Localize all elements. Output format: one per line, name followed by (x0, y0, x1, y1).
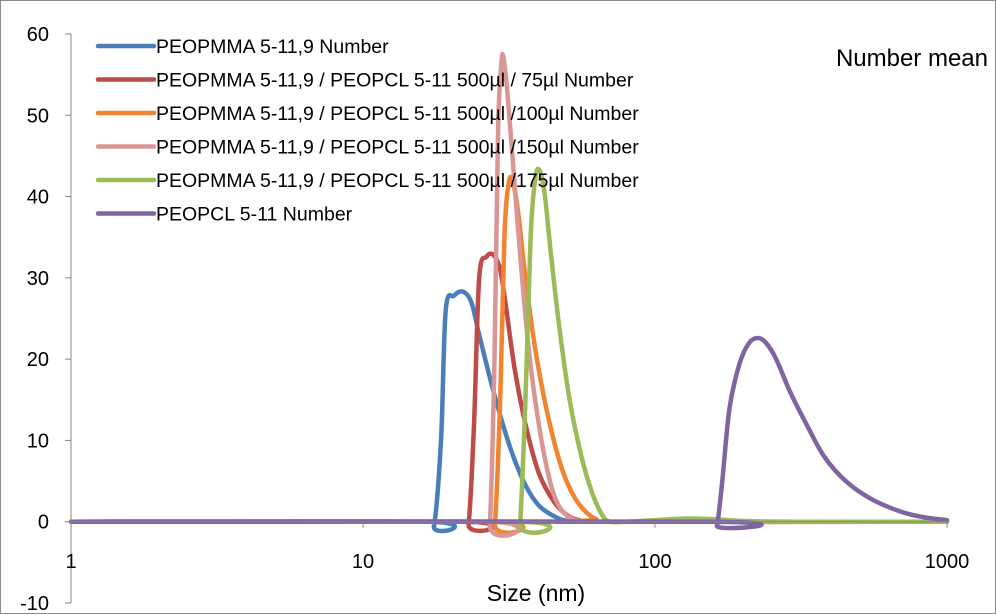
legend-label-5: PEOPMMA 5-11,9 / PEOPCL 5-11 500µl /175µ… (156, 170, 639, 192)
chart-annotation: Number mean (836, 45, 988, 72)
y-tick-label: 60 (27, 24, 49, 46)
x-tick-label: 10 (352, 551, 374, 573)
legend-label-3: PEOPMMA 5-11,9 / PEOPCL 5-11 500µl /100µ… (156, 103, 639, 125)
series-line-6 (68, 335, 950, 531)
legend-label-6: PEOPCL 5-11 Number (156, 204, 353, 226)
legend-label-2: PEOPMMA 5-11,9 / PEOPCL 5-11 500µl / 75µ… (156, 70, 634, 92)
y-tick-label: 20 (27, 349, 49, 371)
x-tick-label: 1000 (925, 551, 970, 573)
y-tick-label: 0 (38, 512, 49, 534)
y-tick-label: -10 (20, 593, 49, 615)
x-tick-label: 1 (65, 551, 76, 573)
legend-label-4: PEOPMMA 5-11,9 / PEOPCL 5-11 500µl /150µ… (156, 137, 639, 159)
y-tick-label: 50 (27, 105, 49, 127)
plot-lines (68, 51, 950, 538)
legend: PEOPMMA 5-11,9 Number PEOPMMA 5-11,9 / PE… (95, 36, 639, 226)
y-tick-label: 10 (27, 430, 49, 452)
x-axis-title: Size (nm) (487, 580, 585, 606)
series-line-3 (68, 174, 950, 535)
x-tick-label: 100 (638, 551, 671, 573)
legend-label-1: PEOPMMA 5-11,9 Number (156, 36, 389, 58)
series-line-4 (68, 51, 950, 538)
series-line-2 (68, 251, 950, 534)
y-axis: -10 0 10 20 30 40 50 60 (20, 24, 72, 615)
series-line-5 (68, 166, 950, 535)
x-axis: 1 10 100 1000 (65, 521, 970, 573)
y-tick-label: 30 (27, 268, 49, 290)
y-tick-label: 40 (27, 187, 49, 209)
